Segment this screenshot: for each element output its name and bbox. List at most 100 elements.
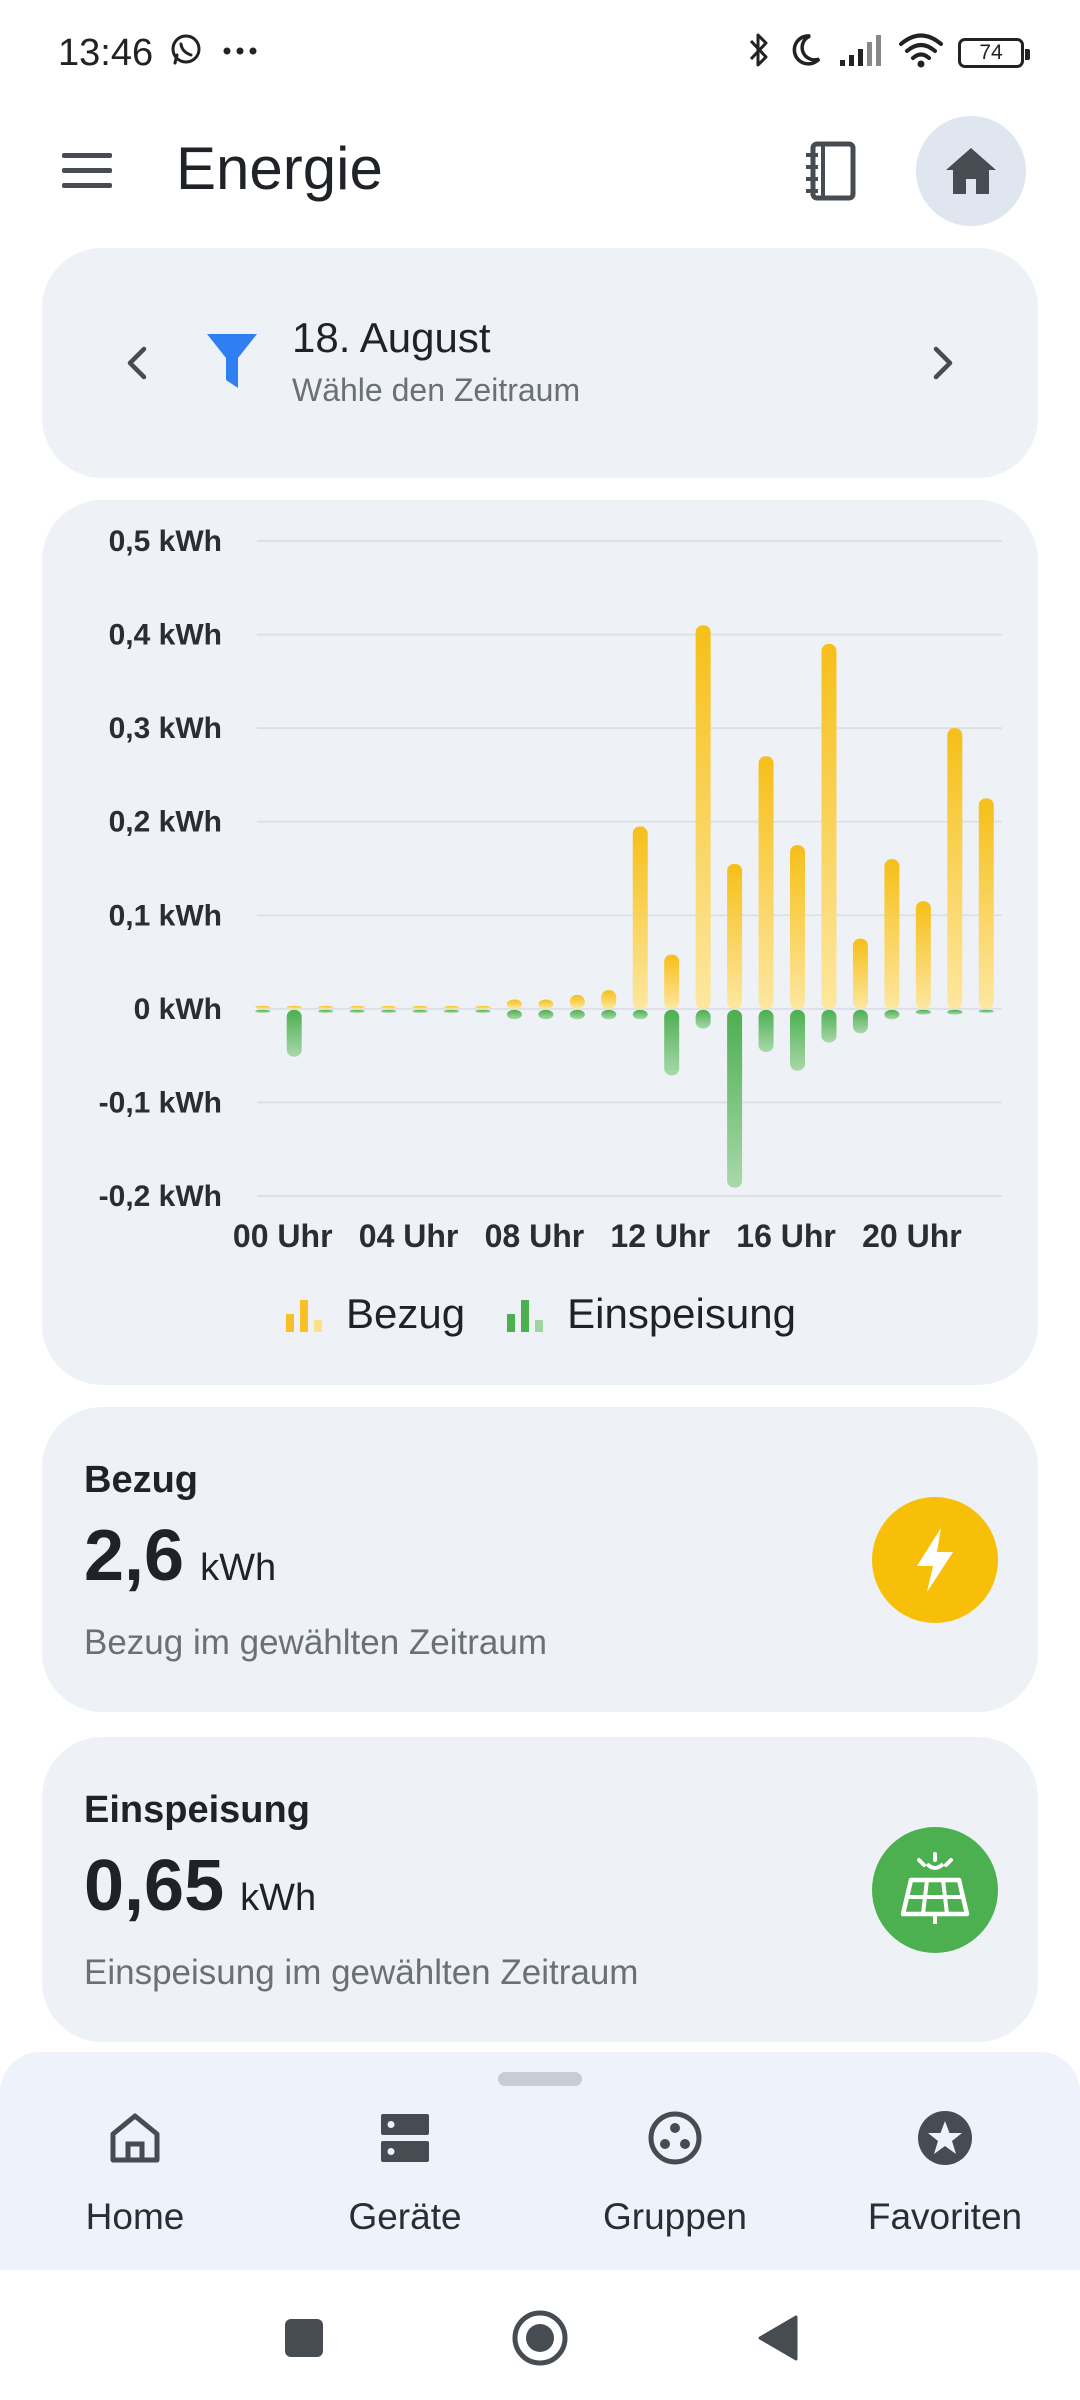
bar-bezug[interactable] xyxy=(632,826,648,1009)
more-dots-icon xyxy=(222,44,258,62)
nav-label-favoriten: Favoriten xyxy=(867,2196,1023,2237)
bar-einspeisung[interactable] xyxy=(318,1009,334,1013)
bar-einspeisung[interactable] xyxy=(601,1009,617,1020)
bar-bezug[interactable] xyxy=(538,999,554,1009)
bar-bezug[interactable] xyxy=(318,1005,334,1009)
bar-einspeisung[interactable] xyxy=(632,1009,648,1020)
bar-chart-green-icon xyxy=(507,1300,544,1332)
energy-chart-card: 0,5 kWh 0,4 kWh 0,3 kWh 0,2 kWh 0,1 kWh 0 kWh… xyxy=(42,500,1038,1385)
battery-icon: 74 xyxy=(958,37,1030,68)
recent-apps-button[interactable] xyxy=(272,2306,336,2370)
bar-bezug[interactable] xyxy=(915,901,931,1009)
bar-einspeisung[interactable] xyxy=(475,1009,491,1013)
chevron-right-icon xyxy=(933,346,953,380)
bar-einspeisung[interactable] xyxy=(664,1009,680,1076)
bar-bezug[interactable] xyxy=(790,845,806,1009)
legend-item-einspeisung[interactable]: Einspeisung xyxy=(505,1290,796,1338)
devices-icon xyxy=(377,2098,433,2178)
home-circle-icon xyxy=(512,2310,568,2366)
menu-button[interactable] xyxy=(52,140,122,200)
bar-bezug[interactable] xyxy=(286,1005,302,1009)
y-tick-label: -0,1 kWh xyxy=(99,1086,222,1119)
groups-icon xyxy=(646,2098,704,2178)
bar-einspeisung[interactable] xyxy=(727,1009,743,1188)
status-time: 13:46 xyxy=(58,32,154,74)
einspeisung-unit: kWh xyxy=(240,1877,317,1919)
previous-period-button[interactable] xyxy=(102,328,172,398)
bar-einspeisung[interactable] xyxy=(286,1009,302,1057)
next-period-button[interactable] xyxy=(908,328,978,398)
nav-item-geraete[interactable]: Geräte xyxy=(270,2098,540,2258)
back-icon xyxy=(758,2315,798,2361)
bar-einspeisung[interactable] xyxy=(915,1009,931,1015)
x-tick-label: 00 Uhr xyxy=(233,1218,333,1254)
bar-bezug[interactable] xyxy=(349,1005,365,1009)
bar-einspeisung[interactable] xyxy=(255,1009,271,1013)
x-tick-label: 20 Uhr xyxy=(862,1218,962,1254)
bar-bezug[interactable] xyxy=(758,756,774,1009)
journal-button[interactable] xyxy=(796,136,866,206)
bar-bezug[interactable] xyxy=(412,1005,428,1009)
bar-einspeisung[interactable] xyxy=(790,1009,806,1071)
system-back-button[interactable] xyxy=(746,2306,810,2370)
nav-item-favoriten[interactable]: Favoriten xyxy=(810,2098,1080,2258)
bar-bezug[interactable] xyxy=(695,625,711,1009)
home-outline-icon xyxy=(107,2098,163,2178)
bar-bezug[interactable] xyxy=(443,1005,459,1009)
home-button[interactable] xyxy=(916,116,1026,226)
x-tick-label: 16 Uhr xyxy=(736,1218,836,1254)
bar-bezug[interactable] xyxy=(947,728,963,1009)
y-tick-label: -0,2 kWh xyxy=(99,1180,222,1213)
y-tick-label: 0,4 kWh xyxy=(109,619,222,652)
bar-bezug[interactable] xyxy=(664,954,680,1009)
bar-einspeisung[interactable] xyxy=(443,1009,459,1013)
bar-einspeisung[interactable] xyxy=(538,1009,554,1020)
bar-bezug[interactable] xyxy=(569,994,585,1009)
system-home-button[interactable] xyxy=(508,2306,572,2370)
bar-einspeisung[interactable] xyxy=(412,1009,428,1013)
bezug-summary-card[interactable]: Bezug 2,6 kWh Bezug im gewählten Zeitrau… xyxy=(42,1407,1038,1712)
nav-item-gruppen[interactable]: Gruppen xyxy=(540,2098,810,2258)
bar-bezug[interactable] xyxy=(852,938,868,1009)
drag-handle[interactable] xyxy=(498,2072,582,2086)
bezug-value: 2,6 xyxy=(84,1516,185,1596)
date-selector-card: 18. August Wähle den Zeitraum xyxy=(42,248,1038,478)
legend-item-bezug[interactable]: Bezug xyxy=(284,1290,465,1338)
bar-einspeisung[interactable] xyxy=(947,1009,963,1015)
bar-einspeisung[interactable] xyxy=(758,1009,774,1052)
wifi-icon xyxy=(898,32,944,73)
filter-icon[interactable] xyxy=(204,330,260,397)
battery-level: 74 xyxy=(979,40,1003,64)
bar-bezug[interactable] xyxy=(821,643,837,1009)
date-title[interactable]: 18. August xyxy=(292,314,491,361)
bar-bezug[interactable] xyxy=(506,999,522,1009)
y-tick-label: 0,2 kWh xyxy=(109,806,222,839)
bar-einspeisung[interactable] xyxy=(381,1009,397,1013)
bar-einspeisung[interactable] xyxy=(506,1009,522,1020)
bar-bezug[interactable] xyxy=(978,798,994,1009)
bar-einspeisung[interactable] xyxy=(852,1009,868,1034)
recent-apps-icon xyxy=(285,2319,323,2357)
bar-einspeisung[interactable] xyxy=(821,1009,837,1043)
energy-bar-chart[interactable]: 0,5 kWh 0,4 kWh 0,3 kWh 0,2 kWh 0,1 kWh 0 kWh… xyxy=(42,500,1038,1290)
bar-bezug[interactable] xyxy=(381,1005,397,1009)
date-subtitle[interactable]: Wähle den Zeitraum xyxy=(292,372,581,408)
bar-bezug[interactable] xyxy=(255,1005,271,1009)
bar-bezug[interactable] xyxy=(475,1005,491,1009)
bar-einspeisung[interactable] xyxy=(978,1009,994,1013)
bezug-label: Bezug xyxy=(84,1459,198,1501)
bar-einspeisung[interactable] xyxy=(349,1009,365,1013)
signal-icon xyxy=(838,32,884,73)
bar-einspeisung[interactable] xyxy=(695,1009,711,1029)
y-tick-label: 0,3 kWh xyxy=(109,712,222,745)
bar-bezug[interactable] xyxy=(727,863,743,1009)
nav-label-home: Home xyxy=(85,2196,185,2237)
einspeisung-summary-card[interactable]: Einspeisung 0,65 kWh Einspeisung im gewä… xyxy=(42,1737,1038,2042)
bar-bezug[interactable] xyxy=(601,990,617,1009)
whatsapp-icon xyxy=(168,32,204,73)
nav-item-home[interactable]: Home xyxy=(0,2098,270,2258)
bar-einspeisung[interactable] xyxy=(569,1009,585,1020)
bar-einspeisung[interactable] xyxy=(884,1009,900,1020)
bar-bezug[interactable] xyxy=(884,859,900,1009)
x-tick-label: 12 Uhr xyxy=(610,1218,710,1254)
